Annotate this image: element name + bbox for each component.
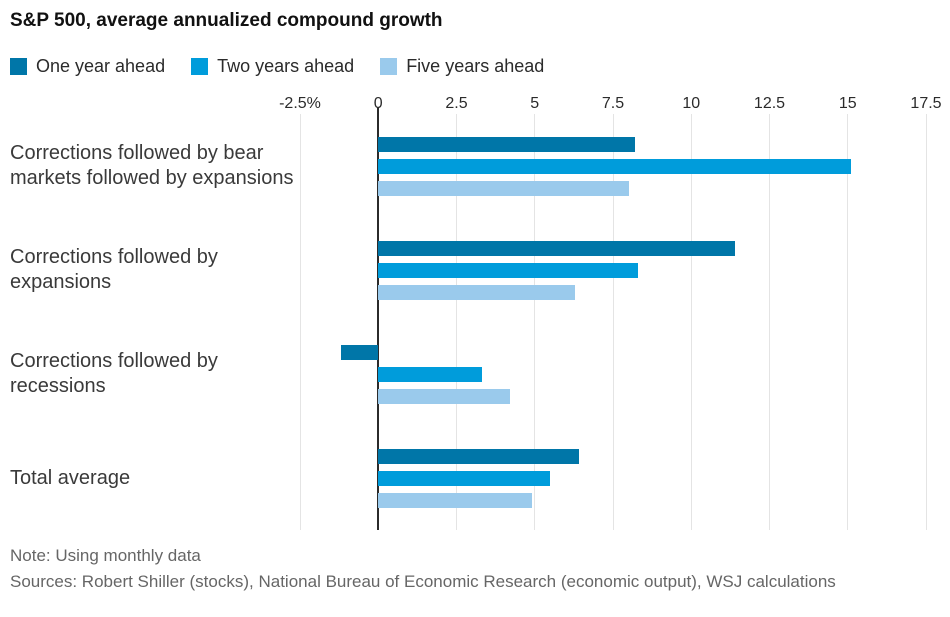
x-tick-label: 10 (682, 95, 701, 112)
chart-body: Corrections followed by bear markets fol… (10, 108, 940, 530)
bar-five-years-ahead-group-4[interactable] (378, 493, 532, 508)
legend-label: One year ahead (36, 55, 166, 76)
bar-two-years-ahead-group-2[interactable] (378, 263, 639, 278)
bar-group-2 (300, 218, 926, 322)
gridline (925, 114, 927, 530)
bar-five-years-ahead-group-2[interactable] (378, 285, 576, 300)
x-tick-label: 5 (530, 95, 540, 112)
category-label-1: Corrections followed by bear markets fol… (10, 142, 294, 189)
legend-item-1[interactable]: One year ahead (10, 56, 165, 77)
x-tick-label: 7.5 (601, 95, 625, 112)
legend-item-2[interactable]: Two years ahead (191, 56, 354, 77)
bar-group-3 (300, 322, 926, 426)
legend-item-3[interactable]: Five years ahead (380, 56, 544, 77)
gridline (612, 114, 614, 530)
legend: One year ahead Two years ahead Five years … (10, 54, 940, 78)
gridline (534, 114, 536, 530)
legend-label: Two years ahead (217, 55, 355, 76)
x-tick-label: -2.5% (279, 95, 321, 112)
category-label-4: Total average (10, 466, 131, 489)
plot-area (299, 108, 927, 530)
zero-axis-line (377, 108, 380, 530)
sources-text: Sources: Robert Shiller (stocks), Nation… (10, 572, 836, 591)
note-text: Note: Using monthly data (10, 546, 201, 565)
legend-swatch-icon (191, 57, 209, 75)
bar-one-year-ahead-group-1[interactable] (378, 137, 635, 152)
bar-group-1 (300, 114, 926, 218)
legend-swatch-icon (380, 57, 398, 75)
gridline (299, 114, 301, 530)
chart-title: S&P 500, average annualized compound gro… (10, 10, 443, 31)
category-label-3: Corrections followed by recessions (10, 350, 218, 397)
bar-one-year-ahead-group-3[interactable] (340, 345, 379, 360)
gridline (690, 114, 692, 530)
gridline (456, 114, 457, 530)
x-tick-label: 0 (373, 95, 383, 112)
bar-two-years-ahead-group-1[interactable] (378, 159, 851, 174)
legend-swatch-icon (10, 57, 27, 75)
category-labels: Corrections followed by bear markets fol… (10, 114, 300, 530)
x-tick-label: 12.5 (753, 95, 786, 112)
bar-group-4 (300, 426, 926, 530)
bar-one-year-ahead-group-4[interactable] (378, 449, 579, 464)
x-tick-label: 17.5 (910, 95, 942, 112)
x-tick-label: 15 (838, 95, 857, 112)
legend-label: Five years ahead (406, 55, 545, 76)
gridline (847, 114, 849, 530)
bar-five-years-ahead-group-1[interactable] (378, 181, 629, 196)
x-tick-label: 2.5 (445, 95, 468, 112)
bar-two-years-ahead-group-4[interactable] (378, 471, 551, 486)
gridline (769, 114, 770, 530)
footer: Note: Using monthly data Sources: Robert… (10, 546, 940, 592)
bar-one-year-ahead-group-2[interactable] (378, 241, 736, 256)
x-axis: -2.5% 0 2.5 5 7.5 10 12.5 15 17.5 (279, 92, 941, 114)
bar-two-years-ahead-group-3[interactable] (378, 367, 482, 382)
category-label-2: Corrections followed by expansions (10, 246, 218, 293)
bar-five-years-ahead-group-3[interactable] (378, 389, 510, 404)
